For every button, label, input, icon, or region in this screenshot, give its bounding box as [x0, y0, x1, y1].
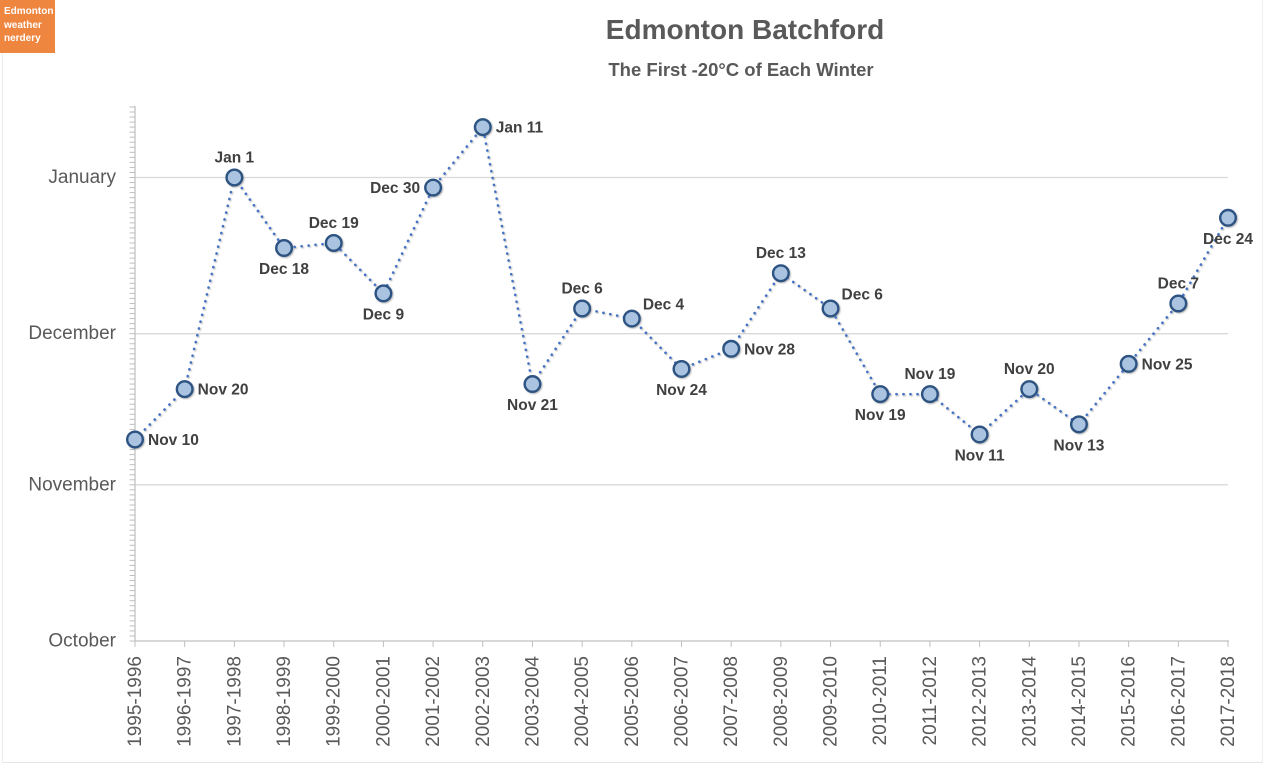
data-point-marker [573, 299, 592, 318]
logo-line: nerdery [4, 33, 41, 44]
x-axis-label: 2016-2017 [1168, 656, 1189, 747]
data-point-label: Nov 11 [955, 447, 1005, 464]
data-point-marker [523, 375, 542, 394]
data-point-marker [622, 309, 641, 328]
data-point-marker [672, 359, 691, 378]
x-axis-label: 1996-1997 [175, 656, 196, 747]
x-axis-label: 2006-2007 [672, 656, 693, 747]
y-axis-label: December [28, 323, 116, 344]
logo-line: weather [4, 19, 42, 31]
data-point-marker [970, 425, 989, 444]
data-point-label: Dec 13 [756, 245, 806, 262]
y-axis-label: November [28, 474, 116, 495]
data-point-marker [871, 385, 890, 404]
x-axis [134, 640, 1229, 647]
data-point-label: Dec 6 [842, 286, 884, 303]
logo-line: Edmonton [4, 6, 54, 17]
data-point-label: Jan 1 [215, 150, 255, 167]
data-point-label: Nov 25 [1142, 356, 1193, 373]
y-axis [129, 106, 136, 642]
edmonton-weather-nerdery-logo: Edmonton weather nerdery [0, 0, 55, 53]
data-point-label: Dec 18 [259, 261, 309, 278]
data-point-label: Nov 20 [198, 382, 249, 399]
data-point-marker [1218, 208, 1237, 227]
data-point-marker [424, 178, 443, 197]
data-labels: Nov 10 Nov 20 Jan 1 Dec 18 Dec 19 Dec 9 Dec 30… [148, 120, 1253, 465]
y-axis-label: January [48, 167, 116, 188]
data-point-marker [722, 339, 741, 358]
x-axis-label: 2011-2012 [920, 656, 941, 745]
x-axis-label: 2007-2008 [721, 656, 742, 747]
x-axis-label: 2013-2014 [1019, 656, 1040, 747]
data-point-marker [821, 299, 840, 318]
data-point-marker [1020, 380, 1039, 399]
x-axis-label: 1999-2000 [324, 656, 345, 747]
data-point-label: Nov 19 [904, 366, 955, 383]
chart-subtitle: The First -20°C of Each Winter [608, 59, 874, 80]
data-point-label: Dec 9 [363, 306, 405, 323]
x-axis-label: 2008-2009 [771, 656, 792, 747]
series-first-minus20 [125, 118, 1237, 449]
data-point-label: Nov 10 [148, 432, 199, 449]
data-point-label: Nov 28 [744, 341, 795, 358]
x-axis-label: 2017-2018 [1218, 656, 1239, 747]
data-point-marker [1119, 354, 1138, 373]
data-point-label: Nov 13 [1054, 437, 1105, 454]
y-gridlines [135, 176, 1228, 486]
x-axis-label: 2001-2002 [423, 656, 444, 747]
data-point-marker [275, 239, 294, 258]
data-point-label: Nov 21 [507, 397, 558, 414]
data-point-label: Nov 19 [855, 407, 906, 424]
data-point-marker [1069, 415, 1088, 434]
x-axis-label: 2009-2010 [821, 656, 842, 747]
x-axis-label: 2000-2001 [373, 656, 394, 747]
data-point-marker [374, 284, 393, 303]
data-point-label: Dec 6 [561, 280, 603, 297]
data-point-label: Dec 24 [1203, 231, 1253, 248]
data-point-label: Dec 19 [309, 215, 359, 232]
data-point-label: Nov 20 [1004, 361, 1055, 378]
x-axis-label: 1998-1999 [274, 656, 295, 747]
data-point-marker [225, 168, 244, 187]
x-axis-label: 1995-1996 [125, 656, 146, 747]
data-point-label: Jan 11 [496, 120, 544, 137]
x-axis-label: 2014-2015 [1069, 656, 1090, 747]
x-axis-label: 2012-2013 [970, 656, 991, 747]
x-axis-label: 1997-1998 [224, 656, 245, 747]
data-point-label: Dec 4 [643, 297, 685, 314]
data-point-marker [324, 233, 343, 252]
x-axis-label: 2010-2011 [870, 656, 891, 745]
data-point-label: Dec 7 [1158, 275, 1199, 292]
data-point-marker [771, 264, 790, 283]
data-point-label: Dec 30 [370, 180, 420, 197]
data-point-marker [920, 385, 939, 404]
data-point-label: Nov 24 [656, 382, 707, 399]
data-point-marker [1169, 294, 1188, 313]
y-axis-label: October [48, 631, 116, 652]
x-axis-label: 2004-2005 [572, 656, 593, 747]
data-point-marker [473, 118, 492, 137]
data-point-marker [175, 380, 194, 399]
x-axis-label: 2005-2006 [622, 656, 643, 747]
data-point-marker [125, 430, 144, 449]
x-axis-label: 2003-2004 [522, 656, 543, 747]
x-axis-label: 2002-2003 [473, 656, 494, 747]
x-axis-label: 2015-2016 [1119, 656, 1140, 747]
chart-title: Edmonton Batchford [605, 14, 885, 45]
